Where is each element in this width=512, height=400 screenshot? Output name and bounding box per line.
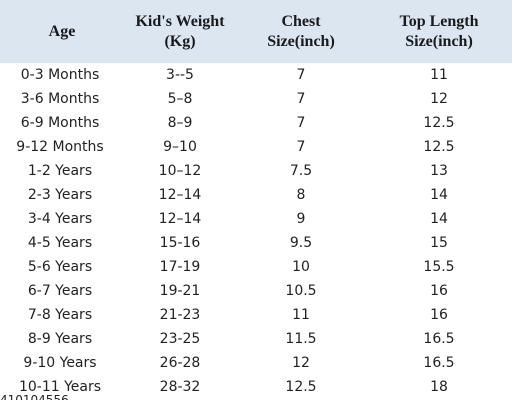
- cell-top-length: 16.5: [423, 331, 455, 347]
- cell-chest: 7: [296, 139, 306, 155]
- cell-chest: 8: [296, 187, 306, 203]
- cell-chest: 7: [296, 115, 306, 131]
- cell-chest: 12: [292, 355, 310, 371]
- cell-age: 5-6 Years: [27, 259, 93, 275]
- cell-top-length: 15: [430, 235, 448, 251]
- cell-weight: 26-28: [159, 355, 201, 371]
- cell-top-length: 12: [430, 91, 448, 107]
- cell-chest: 11.5: [285, 331, 317, 347]
- header-age: Age: [0, 0, 124, 63]
- cell-top-length: 14: [430, 187, 448, 203]
- table-row: 6-7 Years 19-21 10.5 16: [0, 279, 512, 303]
- header-weight-line2: (Kg): [164, 32, 196, 50]
- cell-top-length: 16.5: [423, 355, 455, 371]
- cell-top-length: 18: [430, 379, 448, 395]
- cell-age: 7-8 Years: [27, 307, 93, 323]
- cell-age: 3-4 Years: [27, 211, 93, 227]
- cell-weight: 28-32: [159, 379, 201, 395]
- cell-age: 3-6 Months: [20, 91, 100, 107]
- table-row: 0-3 Months 3--5 7 11: [0, 63, 512, 87]
- cell-top-length: 16: [430, 283, 448, 299]
- cell-age: 9-12 Months: [16, 139, 104, 155]
- cell-chest: 7: [296, 91, 306, 107]
- table-row: 9-12 Months 9–10 7 12.5: [0, 135, 512, 159]
- cell-weight: 19-21: [159, 283, 201, 299]
- header-top-line1: Top Length: [399, 12, 479, 30]
- cell-chest: 10.5: [285, 283, 317, 299]
- table-row: 6-9 Months 8–9 7 12.5: [0, 111, 512, 135]
- table-row: 10-11 Years 28-32 12.5 18: [0, 375, 512, 399]
- cell-weight: 8–9: [167, 115, 193, 131]
- cell-chest: 9.5: [289, 235, 313, 251]
- cell-top-length: 14: [430, 211, 448, 227]
- cell-weight: 17-19: [159, 259, 201, 275]
- table-row: 3-6 Months 5–8 7 12: [0, 87, 512, 111]
- cell-top-length: 16: [430, 307, 448, 323]
- table-row: 3-4 Years 12–14 9 14: [0, 207, 512, 231]
- cell-top-length: 13: [430, 163, 448, 179]
- table-row: 7-8 Years 21-23 11 16: [0, 303, 512, 327]
- cell-weight: 23-25: [159, 331, 201, 347]
- table-row: 8-9 Years 23-25 11.5 16.5: [0, 327, 512, 351]
- cell-chest: 10: [292, 259, 310, 275]
- table-row: 1-2 Years 10–12 7.5 13: [0, 159, 512, 183]
- cell-chest: 7: [296, 67, 306, 83]
- cell-age: 8-9 Years: [27, 331, 93, 347]
- header-chest: Chest Size(inch): [236, 0, 366, 63]
- cell-weight: 12–14: [158, 211, 202, 227]
- cell-age: 4-5 Years: [27, 235, 93, 251]
- cell-chest: 9: [296, 211, 306, 227]
- cell-age: 0-3 Months: [20, 67, 100, 83]
- cell-top-length: 15.5: [423, 259, 455, 275]
- table-row: 2-3 Years 12–14 8 14: [0, 183, 512, 207]
- table-row: 5-6 Years 17-19 10 15.5: [0, 255, 512, 279]
- cell-weight: 21-23: [159, 307, 201, 323]
- cell-weight: 10–12: [158, 163, 202, 179]
- cell-age: 9-10 Years: [23, 355, 97, 371]
- cell-age: 6-7 Years: [27, 283, 93, 299]
- cell-age: 1-2 Years: [27, 163, 93, 179]
- cell-top-length: 12.5: [423, 139, 455, 155]
- cell-weight: 3--5: [166, 67, 194, 83]
- cell-chest: 11: [292, 307, 310, 323]
- header-chest-line2: Size(inch): [267, 32, 335, 50]
- cell-top-length: 11: [430, 67, 448, 83]
- cell-weight: 5–8: [167, 91, 193, 107]
- cell-age: 6-9 Months: [20, 115, 100, 131]
- footer-id-text: 410104556: [0, 393, 69, 400]
- cell-age: 10-11 Years: [18, 379, 102, 395]
- cell-chest: 7.5: [289, 163, 313, 179]
- table-row: 9-10 Years 26-28 12 16.5: [0, 351, 512, 375]
- cell-chest: 12.5: [285, 379, 317, 395]
- header-weight: Kid's Weight (Kg): [124, 0, 236, 63]
- cell-weight: 9–10: [163, 139, 197, 155]
- header-age-label: Age: [48, 22, 76, 40]
- cell-weight: 15-16: [159, 235, 201, 251]
- table-header: Age Kid's Weight (Kg) Chest Size(inch) T…: [0, 0, 512, 63]
- cell-age: 2-3 Years: [27, 187, 93, 203]
- cell-top-length: 12.5: [423, 115, 455, 131]
- header-top-length: Top Length Size(inch): [366, 0, 512, 63]
- table-row: 4-5 Years 15-16 9.5 15: [0, 231, 512, 255]
- table-body: 0-3 Months 3--5 7 11 3-6 Months 5–8 7 12 6-9 Mon…: [0, 63, 512, 399]
- header-top-line2: Size(inch): [405, 32, 473, 50]
- header-chest-line1: Chest: [281, 12, 321, 30]
- cell-weight: 12–14: [158, 187, 202, 203]
- header-weight-line1: Kid's Weight: [135, 12, 225, 30]
